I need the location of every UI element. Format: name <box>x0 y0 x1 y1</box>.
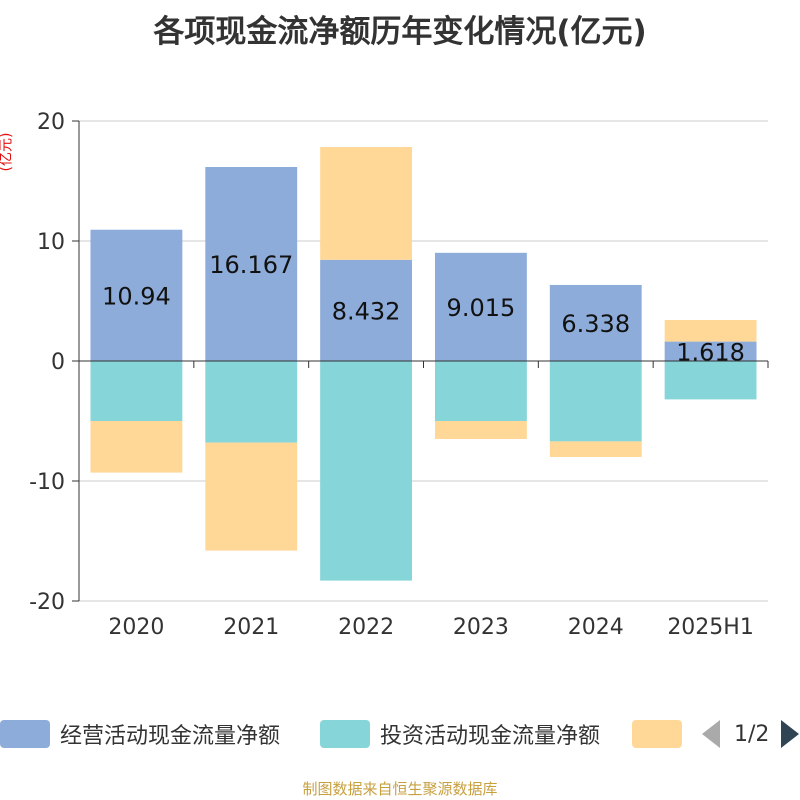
legend-item-investing[interactable]: 投资活动现金流量净额 <box>320 714 600 754</box>
legend-swatch-investing <box>320 720 370 748</box>
legend-item-financing[interactable] <box>632 714 682 754</box>
bar-2021-series-0 <box>205 166 298 361</box>
y-tick-label: 20 <box>37 110 65 135</box>
bar-2020-series-1 <box>90 361 183 421</box>
legend-page-indicator: 1/2 <box>734 721 770 747</box>
bar-2025H1-series-1 <box>664 361 757 400</box>
chart-title: 各项现金流净额历年变化情况(亿元) <box>153 14 647 50</box>
legend-label-investing: 投资活动现金流量净额 <box>380 724 601 749</box>
bar-2024-series-1 <box>549 361 642 442</box>
bar-2025H1-series-0 <box>664 341 757 361</box>
data-label-2023: 9.015 <box>447 294 516 322</box>
y-tick-label: -20 <box>29 590 65 615</box>
data-label-2020: 10.94 <box>102 282 171 310</box>
bar-2023-series-2 <box>434 421 527 439</box>
data-label-2022: 8.432 <box>332 297 401 325</box>
bar-2021-series-2 <box>205 442 298 551</box>
bar-2021-series-1 <box>205 361 298 443</box>
prev-page-icon[interactable] <box>702 720 720 748</box>
bar-2022-series-0 <box>320 259 413 361</box>
y-tick-label: -10 <box>29 470 65 495</box>
legend-pager: 1/2 <box>700 714 800 754</box>
bar-2022-series-2 <box>320 147 413 260</box>
bar-2023-series-1 <box>434 361 527 421</box>
legend-label-operating: 经营活动现金流量净额 <box>60 724 281 749</box>
x-tick-label: 2021 <box>223 615 279 640</box>
legend-swatch-financing <box>632 720 682 748</box>
y-tick-label: 10 <box>37 230 65 255</box>
legend-item-operating[interactable]: 经营活动现金流量净额 <box>0 714 280 754</box>
bar-2020-series-0 <box>90 229 183 361</box>
x-tick-label: 2020 <box>108 615 164 640</box>
data-label-2021: 16.167 <box>209 251 293 279</box>
x-tick-label: 2024 <box>568 615 624 640</box>
bar-2025H1-series-2 <box>664 319 757 342</box>
x-tick-label: 2023 <box>453 615 509 640</box>
legend-swatch-operating <box>0 720 50 748</box>
next-page-icon[interactable] <box>781 720 800 748</box>
data-label-2024: 6.338 <box>561 310 630 338</box>
bar-2024-series-0 <box>549 284 642 361</box>
bar-chart: -20 -10 0 10 20 10.94 16.167 8.432 9.015 6.338 1.6… <box>29 110 769 640</box>
y-tick-label: 0 <box>51 350 65 375</box>
bar-2024-series-2 <box>549 441 642 457</box>
bar-2022-series-1 <box>320 361 413 581</box>
bar-2020-series-2 <box>90 421 183 473</box>
data-source-note: 制图数据来自恒生聚源数据库 <box>302 780 498 798</box>
bar-2023-series-0 <box>434 252 527 361</box>
legend: 经营活动现金流量净额 投资活动现金流量净额 <box>0 714 800 754</box>
x-tick-label: 2022 <box>338 615 394 640</box>
x-tick-label: 2025H1 <box>667 615 754 640</box>
data-label-2025H1: 1.618 <box>676 338 745 366</box>
